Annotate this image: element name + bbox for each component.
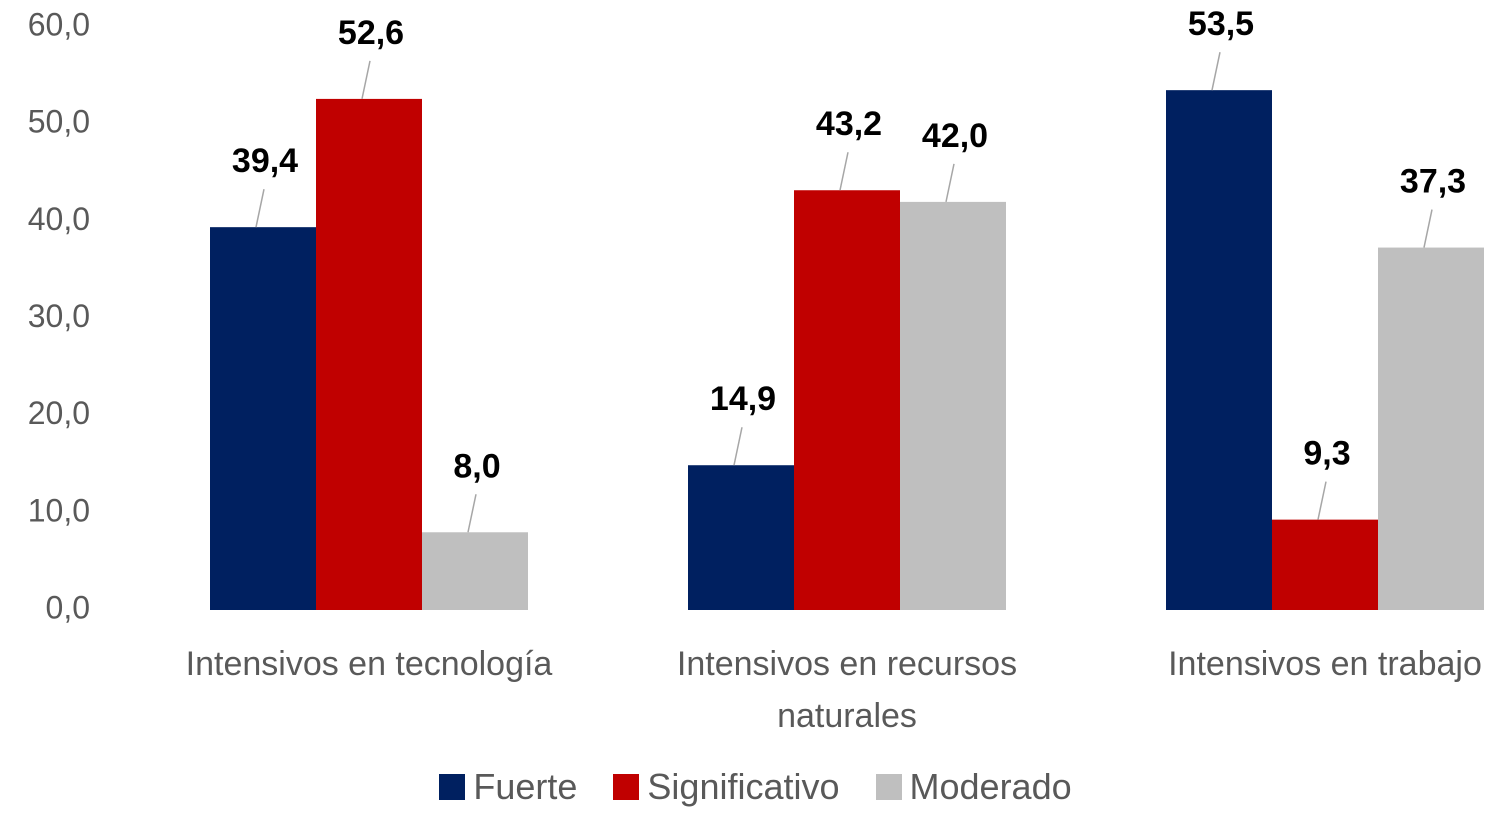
leader-line	[1423, 209, 1433, 248]
bar	[1272, 519, 1378, 610]
x-tick-label: Intensivos en recursos naturales	[676, 645, 1018, 735]
data-label: 42,0	[922, 117, 988, 155]
data-label: 37,3	[1400, 163, 1466, 201]
data-label: 52,6	[338, 14, 404, 52]
leader-line	[361, 60, 371, 100]
legend-swatch	[439, 774, 466, 800]
y-tick-label: 20,0	[28, 395, 90, 431]
data-label: 53,5	[1188, 5, 1254, 43]
legend: Fuerte Significativo Moderado	[0, 766, 1511, 808]
leader-line	[839, 152, 849, 191]
leader-line	[255, 189, 265, 228]
bar	[794, 190, 900, 611]
y-tick-label: 30,0	[28, 298, 90, 334]
data-label: 43,2	[816, 105, 882, 143]
bar	[316, 98, 422, 611]
bar	[688, 465, 794, 610]
leader-line	[1317, 481, 1327, 520]
bar	[210, 227, 316, 610]
x-tick-label: Intensivos en tecnología	[185, 645, 553, 683]
data-label: 14,9	[710, 380, 776, 418]
leader-line	[1211, 52, 1221, 91]
bar	[1166, 90, 1272, 611]
legend-item: Moderado	[875, 766, 1072, 808]
legend-item: Significativo	[613, 766, 840, 808]
legend-swatch	[613, 774, 640, 800]
legend-item: Fuerte	[439, 766, 577, 808]
y-tick-label: 50,0	[28, 104, 90, 140]
y-tick-label: 10,0	[28, 492, 90, 528]
x-tick-label: Intensivos en trabajo	[1168, 645, 1482, 683]
y-tick-label: 40,0	[28, 201, 90, 237]
legend-label: Fuerte	[473, 766, 578, 807]
legend-label: Moderado	[909, 766, 1072, 807]
bar	[900, 201, 1006, 610]
bar	[422, 532, 528, 610]
legend-label: Significativo	[647, 766, 840, 807]
data-label: 8,0	[453, 447, 500, 485]
y-tick-label: 60,0	[28, 6, 90, 42]
data-label: 39,4	[232, 142, 298, 180]
leader-line	[467, 494, 477, 533]
data-label: 9,3	[1303, 435, 1350, 473]
leader-line	[733, 427, 743, 466]
leader-line	[945, 163, 955, 203]
bar	[1378, 247, 1484, 610]
legend-swatch	[875, 774, 902, 800]
y-tick-label: 0,0	[46, 589, 90, 625]
